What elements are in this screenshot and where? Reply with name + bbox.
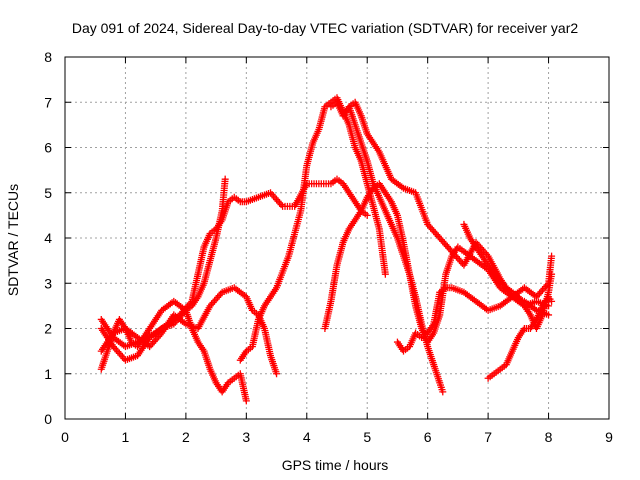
y-tick-labels: 0 1 2 3 4 5 6 7 8: [44, 49, 52, 427]
x-tick-label: 9: [605, 429, 613, 445]
data-marks: [97, 94, 556, 405]
grid-lines: [65, 57, 609, 419]
series-track-11: [484, 293, 556, 382]
y-tick-label: 5: [44, 185, 52, 201]
data-point: [548, 297, 556, 305]
y-tick-label: 1: [44, 366, 52, 382]
x-tick-label: 6: [424, 429, 432, 445]
data-point: [242, 397, 250, 405]
series-track-8: [345, 103, 447, 396]
y-tick-label: 8: [44, 49, 52, 65]
x-tick-label: 8: [545, 429, 553, 445]
data-point: [548, 270, 556, 278]
x-tick-label: 0: [61, 429, 69, 445]
data-point: [221, 175, 229, 183]
y-tick-label: 2: [44, 321, 52, 337]
data-point: [545, 311, 553, 319]
x-axis-title: GPS time / hours: [282, 457, 389, 473]
x-tick-labels: 0 1 2 3 4 5 6 7 8 9: [61, 429, 613, 445]
y-tick-label: 4: [44, 230, 52, 246]
series-track-2: [97, 175, 371, 351]
data-point: [548, 252, 556, 260]
x-tick-label: 7: [484, 429, 492, 445]
series-track-4: [97, 175, 229, 364]
x-tick-label: 4: [303, 429, 311, 445]
data-point: [363, 211, 371, 219]
y-tick-label: 0: [44, 411, 52, 427]
y-tick-label: 6: [44, 140, 52, 156]
x-tick-label: 1: [122, 429, 130, 445]
series-track-7: [327, 98, 553, 319]
y-tick-label: 3: [44, 275, 52, 291]
data-point: [381, 270, 389, 278]
plot-frame: [64, 56, 610, 420]
y-tick-label: 7: [44, 94, 52, 110]
data-point: [439, 388, 447, 396]
data-point: [273, 370, 281, 378]
y-axis-title: SDTVAR / TECUs: [5, 184, 21, 296]
x-tick-label: 2: [182, 429, 190, 445]
x-tick-label: 3: [242, 429, 250, 445]
chart-title: Day 091 of 2024, Sidereal Day-to-day VTE…: [72, 20, 578, 36]
x-tick-label: 5: [363, 429, 371, 445]
